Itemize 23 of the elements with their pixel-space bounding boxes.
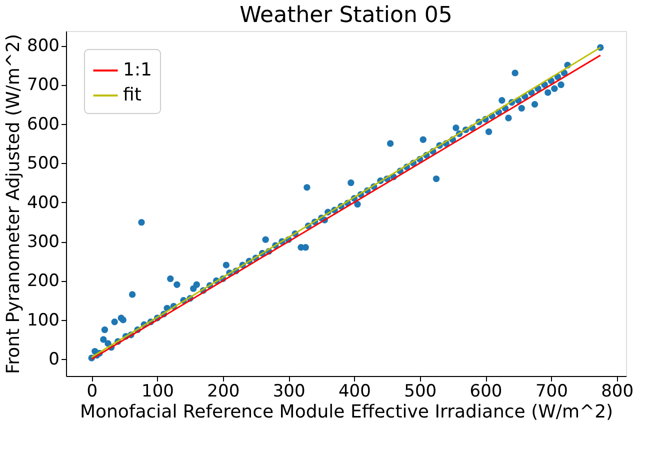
y-tick-label: 400 <box>27 192 60 213</box>
x-tick-label: 600 <box>470 382 502 402</box>
y-tick-label: 300 <box>27 232 60 252</box>
x-tick-label: 400 <box>338 382 371 402</box>
legend-label: 1:1 <box>123 60 152 80</box>
x-tick-label: 300 <box>272 382 306 402</box>
y-tick-label: 100 <box>27 310 60 330</box>
x-tick-label: 100 <box>142 382 174 402</box>
x-tick-label: 800 <box>601 382 634 402</box>
x-tick-label: 0 <box>86 382 98 402</box>
x-tick-label: 200 <box>207 382 240 402</box>
y-tick-label: 500 <box>27 154 60 174</box>
y-tick-label: 600 <box>27 114 60 134</box>
y-tick-label: 700 <box>27 75 60 96</box>
y-tick-label: 200 <box>27 271 60 292</box>
x-tick-label: 500 <box>404 382 437 402</box>
legend-label: fit <box>123 84 142 106</box>
y-tick-label: 800 <box>27 36 60 56</box>
x-axis-title: Monofacial Reference Module Effective Irradiance (W/m^2) <box>80 402 614 422</box>
y-axis-title: Front Pyranometer Adjusted (W/m^2) <box>3 34 24 374</box>
x-tick-label: 700 <box>535 382 568 402</box>
chart-title: Weather Station 05 <box>240 3 452 28</box>
y-tick-label: 0 <box>48 350 60 370</box>
